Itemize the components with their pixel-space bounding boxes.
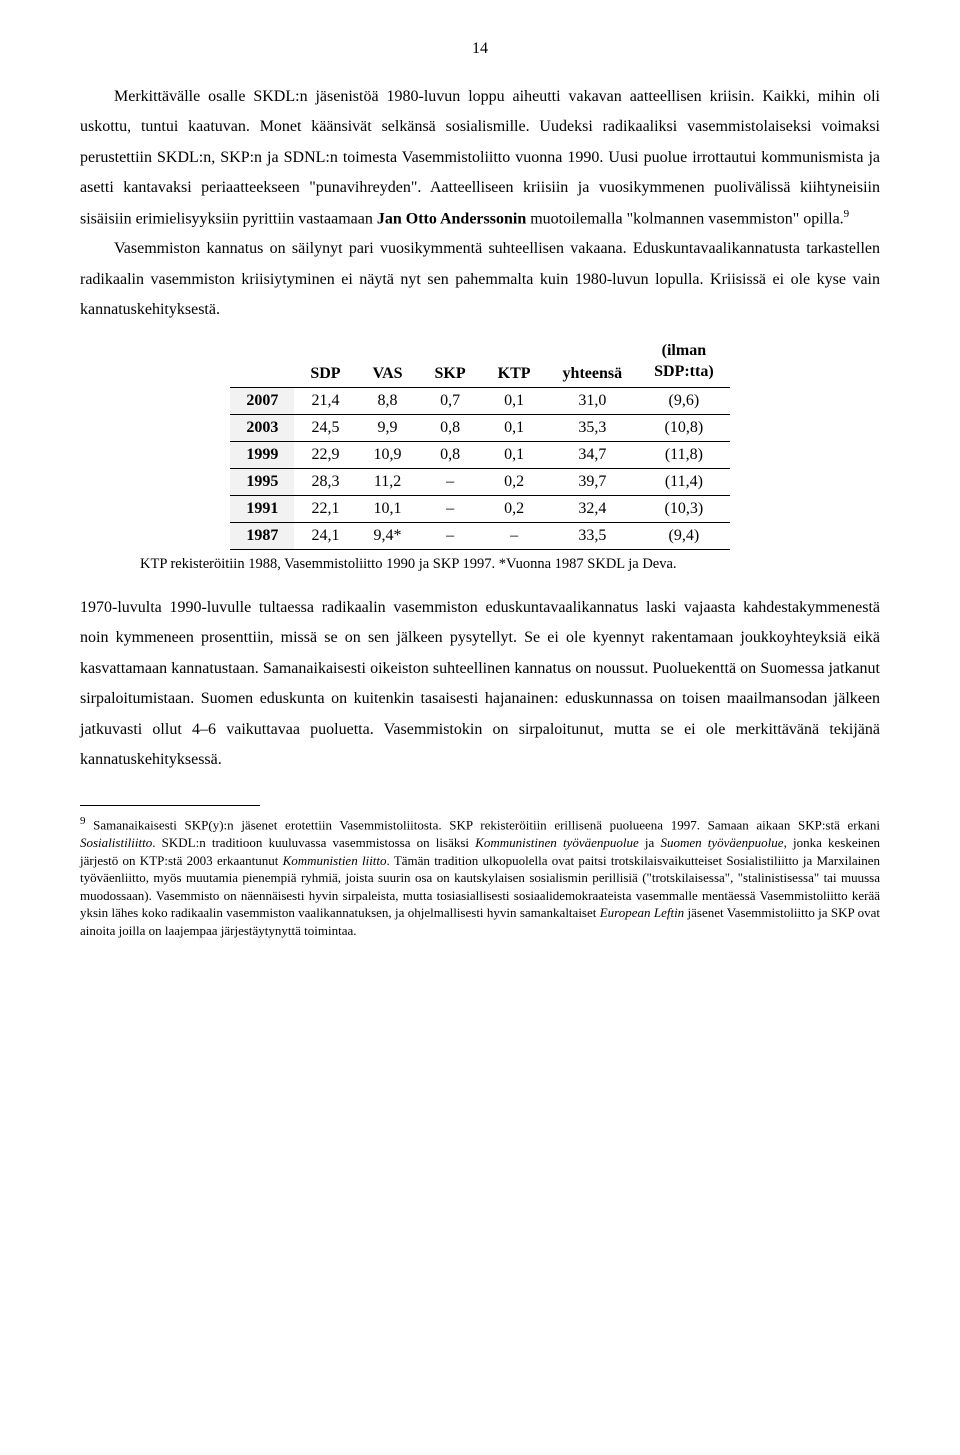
table-cell: 34,7 <box>547 442 639 469</box>
table-cell: 11,2 <box>357 469 419 496</box>
col-sdp: SDP <box>294 337 356 387</box>
col-without-sdp-line2: SDP:tta) <box>654 362 714 383</box>
table-cell: 22,9 <box>294 442 356 469</box>
election-table: SDP VAS SKP KTP yhteensä (ilman SDP:tta)… <box>230 337 729 550</box>
table-cell: 24,1 <box>294 523 356 550</box>
table-cell: 35,3 <box>547 415 639 442</box>
table-cell: 33,5 <box>547 523 639 550</box>
table-cell: 8,8 <box>357 388 419 415</box>
table-row: 199528,311,2–0,239,7(11,4) <box>230 469 729 496</box>
table-cell: 2007 <box>230 388 294 415</box>
table-cell: 22,1 <box>294 496 356 523</box>
data-table-wrap: SDP VAS SKP KTP yhteensä (ilman SDP:tta)… <box>80 337 880 550</box>
fn-a: Samanaikaisesti SKP(y):n jäsenet erotett… <box>86 818 881 833</box>
footnote-ref-9: 9 <box>844 208 850 220</box>
table-cell: – <box>419 469 482 496</box>
document-page: 14 Merkittävälle osalle SKDL:n jäsenistö… <box>0 0 960 980</box>
fn-c: ja <box>639 835 661 850</box>
table-cell: 39,7 <box>547 469 639 496</box>
col-without-sdp: (ilman SDP:tta) <box>638 337 730 387</box>
table-cell: 1995 <box>230 469 294 496</box>
table-cell: (9,6) <box>638 388 730 415</box>
table-cell: (11,4) <box>638 469 730 496</box>
table-cell: – <box>482 523 547 550</box>
table-cell: 9,4* <box>357 523 419 550</box>
fn-b: . SKDL:n traditioon kuuluvassa vasemmist… <box>152 835 475 850</box>
table-cell: 0,1 <box>482 442 547 469</box>
paragraph-1: Merkittävälle osalle SKDL:n jäsenistöä 1… <box>80 82 880 234</box>
table-cell: (9,4) <box>638 523 730 550</box>
table-cell: 31,0 <box>547 388 639 415</box>
col-without-sdp-line1: (ilman <box>654 341 714 362</box>
table-cell: 0,8 <box>419 442 482 469</box>
footnote-separator <box>80 805 260 806</box>
table-cell: 32,4 <box>547 496 639 523</box>
table-cell: (10,3) <box>638 496 730 523</box>
table-cell: 0,2 <box>482 469 547 496</box>
table-cell: 28,3 <box>294 469 356 496</box>
table-row: 199922,910,90,80,134,7(11,8) <box>230 442 729 469</box>
table-cell: 1991 <box>230 496 294 523</box>
footnote-9: 9 Samanaikaisesti SKP(y):n jäsenet erote… <box>80 814 880 939</box>
table-cell: 10,9 <box>357 442 419 469</box>
para1-c: muotoilemalla "kolmannen vasemmiston" op… <box>526 210 843 227</box>
col-ktp: KTP <box>482 337 547 387</box>
table-cell: – <box>419 496 482 523</box>
para1-a: Merkittävälle osalle SKDL:n jäsenistöä 1… <box>80 88 880 227</box>
table-cell: 1987 <box>230 523 294 550</box>
col-total: yhteensä <box>547 337 639 387</box>
table-row: 200721,48,80,70,131,0(9,6) <box>230 388 729 415</box>
table-cell: 24,5 <box>294 415 356 442</box>
table-cell: 1999 <box>230 442 294 469</box>
table-cell: 10,1 <box>357 496 419 523</box>
fn-i4: Kommunistien liitto <box>283 853 387 868</box>
col-vas: VAS <box>357 337 419 387</box>
table-row: 199122,110,1–0,232,4(10,3) <box>230 496 729 523</box>
table-cell: – <box>419 523 482 550</box>
table-cell: 0,2 <box>482 496 547 523</box>
table-row: 198724,19,4*––33,5(9,4) <box>230 523 729 550</box>
table-cell: (10,8) <box>638 415 730 442</box>
table-cell: 0,1 <box>482 388 547 415</box>
fn-i3: Suomen työväenpuolue <box>660 835 783 850</box>
table-cell: 0,7 <box>419 388 482 415</box>
col-year <box>230 337 294 387</box>
table-cell: 21,4 <box>294 388 356 415</box>
table-caption: KTP rekisteröitiin 1988, Vasemmistoliitt… <box>140 556 880 573</box>
table-header-row: SDP VAS SKP KTP yhteensä (ilman SDP:tta) <box>230 337 729 387</box>
table-cell: 0,1 <box>482 415 547 442</box>
paragraph-3: 1970-luvulta 1990-luvulle tultaessa radi… <box>80 593 880 775</box>
table-cell: 0,8 <box>419 415 482 442</box>
table-cell: (11,8) <box>638 442 730 469</box>
table-row: 200324,59,90,80,135,3(10,8) <box>230 415 729 442</box>
fn-i2: Kommunistinen työväenpuolue <box>475 835 639 850</box>
paragraph-2: Vasemmiston kannatus on säilynyt pari vu… <box>80 234 880 325</box>
table-cell: 2003 <box>230 415 294 442</box>
para1-person: Jan Otto Anderssonin <box>377 210 526 227</box>
fn-i1: Sosialistiliitto <box>80 835 152 850</box>
fn-i5: European Leftin <box>600 905 684 920</box>
col-skp: SKP <box>419 337 482 387</box>
table-cell: 9,9 <box>357 415 419 442</box>
page-number: 14 <box>80 40 880 58</box>
